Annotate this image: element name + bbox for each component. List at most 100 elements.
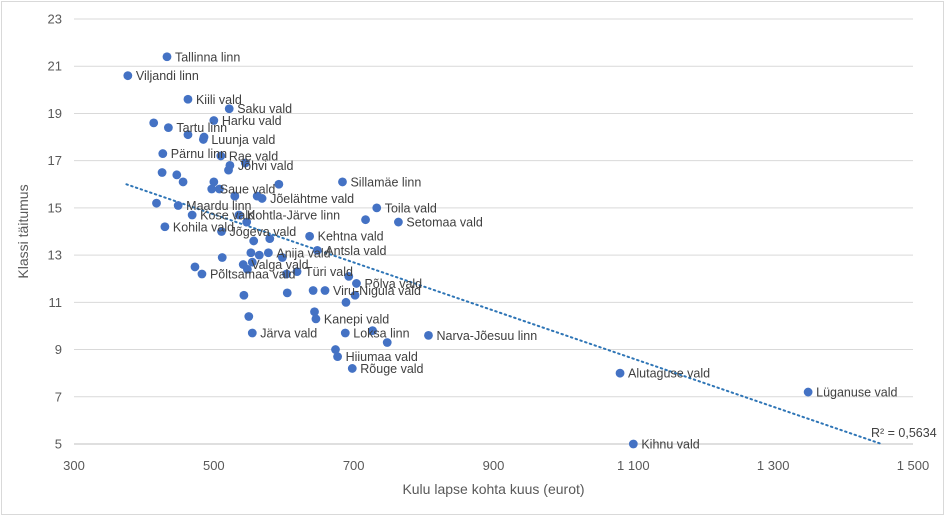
x-tick-label: 500 (203, 458, 225, 473)
data-point (242, 217, 252, 227)
data-point (382, 338, 392, 347)
y-tick-label: 23 (48, 12, 62, 27)
point-label: Viru-Nigula vald (333, 284, 421, 298)
point-label: Anija vald (276, 246, 330, 260)
point-label: Setomaa vald (406, 216, 482, 230)
y-tick-label: 21 (48, 59, 62, 74)
data-point (158, 149, 168, 158)
data-point (149, 118, 159, 128)
point-label: Saku vald (237, 102, 292, 116)
x-tick-label: 1 300 (757, 458, 790, 473)
point-label: Jõelähtme vald (270, 192, 354, 206)
point-label: Viljandi linn (136, 69, 199, 83)
y-tick-label: 15 (48, 200, 62, 215)
data-point (347, 364, 357, 373)
data-point (162, 52, 172, 62)
data-point (216, 151, 226, 161)
data-point (246, 248, 256, 258)
data-point (257, 194, 267, 203)
gridlines (74, 18, 913, 398)
data-point (394, 217, 403, 227)
data-point (224, 104, 234, 114)
point-label: Kehtna vald (318, 230, 384, 244)
point-label: Maardu linn (186, 199, 251, 213)
y-tick-label: 17 (48, 153, 62, 168)
data-point (178, 177, 188, 187)
point-label: Luunja vald (211, 133, 275, 147)
data-point (331, 345, 340, 354)
data-point (265, 234, 275, 243)
data-point (249, 236, 259, 246)
data-point (312, 245, 322, 255)
point-label: Tallinna linn (175, 50, 240, 64)
data-point (244, 312, 254, 321)
point-label: Harku vald (222, 114, 282, 128)
data-point (282, 269, 291, 279)
y-tick-label: 11 (49, 295, 63, 310)
data-point (311, 314, 321, 324)
data-point (217, 253, 227, 262)
data-point (310, 307, 319, 317)
x-tick-label: 700 (343, 458, 365, 473)
data-point (183, 130, 193, 140)
point-label: Narva-Jõesuu linn (436, 329, 537, 343)
data-point (230, 191, 240, 201)
data-point (341, 297, 351, 307)
r-squared-label: R² = 0,5634 (871, 426, 937, 440)
data-point (424, 330, 433, 340)
data-point (247, 328, 257, 338)
data-point (163, 123, 173, 133)
point-label: Jõgeva vald (230, 225, 297, 239)
data-point (234, 210, 244, 220)
data-point (292, 267, 302, 277)
data-point (320, 286, 330, 295)
data-point (352, 279, 361, 288)
data-point (344, 271, 354, 281)
point-label: Kose vald (200, 208, 255, 222)
data-point (190, 262, 200, 272)
data-point (254, 250, 264, 260)
data-point (157, 168, 167, 177)
point-label: Lüganuse vald (816, 386, 897, 400)
point-label: Rae vald (229, 149, 278, 163)
data-point (350, 290, 360, 300)
data-point (215, 184, 224, 194)
data-point (207, 184, 217, 194)
data-point (277, 253, 287, 262)
data-point (282, 288, 292, 298)
point-label: Alutaguse vald (628, 367, 710, 381)
data-point (172, 170, 182, 180)
y-tick-label: 9 (55, 342, 62, 357)
point-label: Hiiumaa vald (346, 350, 418, 364)
point-label: Põlva vald (364, 277, 422, 291)
data-point (197, 269, 207, 279)
data-point (209, 177, 219, 187)
y-tick-label: 7 (55, 389, 62, 404)
point-label: Loksa linn (353, 327, 409, 341)
data-point (308, 286, 318, 295)
data-point (361, 215, 370, 225)
point-label: Saue vald (220, 183, 276, 197)
y-axis-title: Klassi täitumus (15, 184, 31, 278)
data-point (183, 94, 193, 104)
x-tick-label: 1 500 (897, 458, 930, 473)
data-point (368, 326, 377, 336)
point-label: Põltsamaa vald (210, 268, 296, 282)
data-point (199, 132, 209, 142)
point-label: Toila vald (385, 201, 437, 215)
y-tick-label: 19 (48, 106, 62, 121)
data-point (123, 71, 133, 81)
data-point (274, 179, 284, 189)
data-point (372, 203, 382, 213)
data-point (240, 158, 250, 168)
data-point (242, 264, 252, 274)
data-point (803, 387, 813, 397)
point-label: Valga vald (251, 258, 308, 272)
point-label: Järva vald (260, 327, 317, 341)
point-label: Antsla vald (325, 244, 386, 258)
x-axis-title: Kulu lapse kohta kuus (eurot) (402, 481, 584, 497)
data-point (615, 368, 625, 378)
data-point (247, 257, 257, 267)
